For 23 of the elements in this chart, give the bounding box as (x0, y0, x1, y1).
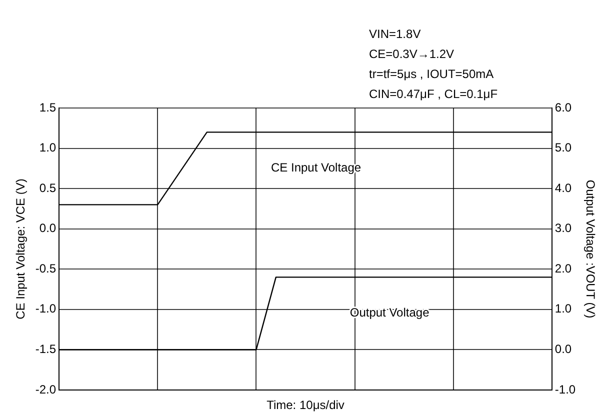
y-tick-label: 1.0 (39, 140, 56, 155)
y-tick-label: -1.0 (35, 302, 56, 316)
x-axis-title: Time: 10μs/div (266, 398, 346, 412)
y2-tick-label: -1.0 (554, 382, 576, 396)
y2-tick-label: 6.0 (554, 100, 572, 114)
text: CE=0.3V→1.2V (369, 46, 456, 63)
y2-tick-label: 3.0 (554, 221, 572, 236)
y2-tick-label: 5.0 (554, 140, 572, 155)
y-tick-label: -1.5 (35, 342, 56, 356)
y2-tick-label: 4.0 (554, 180, 572, 195)
y-tick-label: -0.5 (35, 261, 56, 276)
text: tr=tf=5μs , IOUT=50mA (369, 66, 495, 83)
y-tick-label: 0.5 (39, 180, 56, 195)
y-tick-label: -2.0 (35, 382, 56, 396)
y-tick-label: 1.5 (39, 100, 56, 114)
text: VIN=1.8V (369, 26, 422, 43)
y2-axis-title: Output Voltage :VOUT (V) (583, 180, 598, 318)
y2-tick-label: 1.0 (554, 302, 572, 316)
text: CIN=0.47μF , CL=0.1μF (369, 86, 498, 103)
y-axis-title: CE Input Voltage: VCE (V) (14, 178, 28, 320)
y-tick-label: 0.0 (39, 221, 56, 236)
y2-tick-label: 0.0 (554, 342, 572, 356)
y2-tick-label: 2.0 (554, 261, 572, 276)
